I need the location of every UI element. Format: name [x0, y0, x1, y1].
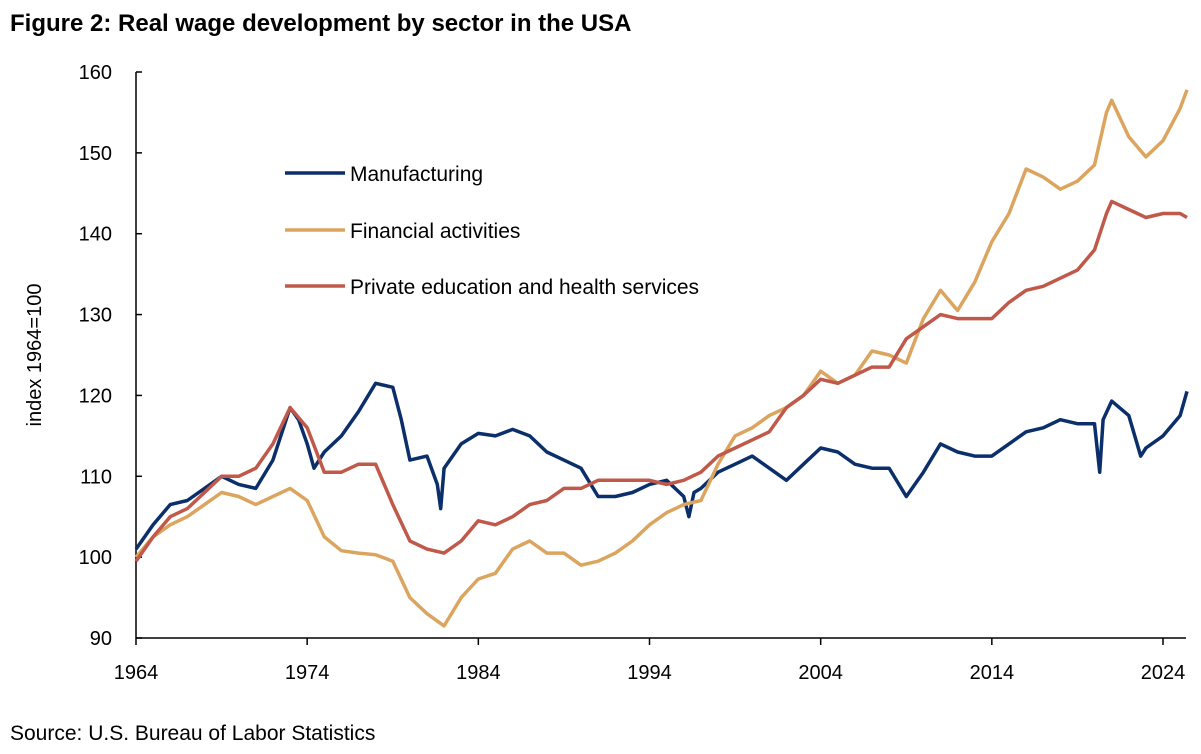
axes: 90 100 110 120 130 140 150 160 1964 1974 1984 1994 2…	[79, 62, 1186, 684]
legend-label: Financial activities	[350, 220, 520, 243]
x-tick-label: 2024	[1141, 662, 1186, 684]
chart-title: Figure 2: Real wage development by secto…	[10, 10, 632, 37]
y-tick-label: 120	[79, 385, 112, 407]
y-tick-label: 140	[79, 224, 112, 246]
x-tick-label: 2014	[970, 662, 1015, 684]
series-lines	[134, 89, 1189, 628]
legend-label: Manufacturing	[350, 163, 483, 186]
y-tick-label: 150	[79, 143, 112, 165]
legend: Manufacturing Financial activities Private…	[285, 163, 699, 299]
y-tick-label: 110	[80, 466, 112, 488]
x-tick-label: 2004	[798, 662, 843, 684]
x-tick-label: 1964	[114, 662, 159, 684]
series-line-manufacturing	[134, 381, 1189, 551]
x-tick-label: 1994	[627, 662, 672, 684]
y-axis-label: index 1964=100	[24, 284, 46, 427]
y-tick-label: 90	[90, 628, 112, 650]
source-note: Source: U.S. Bureau of Labor Statistics	[10, 722, 376, 745]
x-tick-label: 1974	[285, 662, 330, 684]
series-line-private-education-and-health-services	[134, 199, 1188, 563]
series-line-financial-activities	[134, 89, 1189, 628]
y-tick-label: 130	[79, 305, 112, 327]
x-tick-label: 1984	[456, 662, 501, 684]
legend-label: Private education and health services	[350, 276, 699, 299]
y-tick-label: 160	[79, 62, 112, 84]
y-tick-label: 100	[79, 547, 112, 569]
